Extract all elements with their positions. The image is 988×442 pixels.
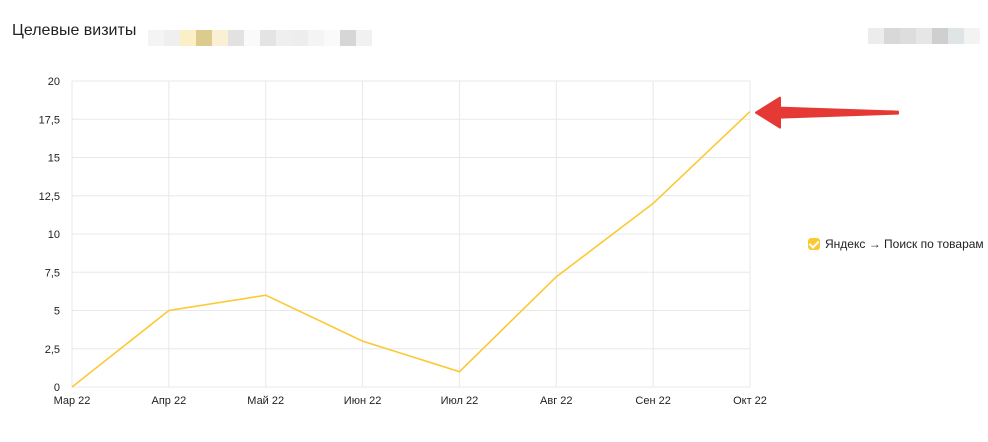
redacted-block <box>148 30 372 46</box>
red-arrow-annotation <box>755 96 899 129</box>
x-tick-label: Май 22 <box>247 395 284 407</box>
y-tick-label: 2,5 <box>45 344 60 356</box>
x-tick-label: Сен 22 <box>635 395 670 407</box>
y-tick-label: 5 <box>54 306 60 318</box>
y-tick-label: 17,5 <box>39 114 60 126</box>
legend-label: Яндекс → Поиск по товарам <box>825 237 984 251</box>
page-title: Целевые визиты <box>12 22 137 39</box>
y-tick-label: 15 <box>48 153 60 165</box>
y-tick-label: 10 <box>48 229 60 241</box>
x-tick-label: Апр 22 <box>152 395 187 407</box>
x-tick-label: Июл 22 <box>441 395 479 407</box>
x-tick-label: Авг 22 <box>540 395 572 407</box>
y-tick-label: 12,5 <box>39 191 60 203</box>
legend-item[interactable]: Яндекс → Поиск по товарам <box>808 237 984 251</box>
x-tick-label: Окт 22 <box>733 395 767 407</box>
x-tick-label: Июн 22 <box>344 395 382 407</box>
y-tick-label: 0 <box>54 382 60 394</box>
series-line <box>71 111 751 388</box>
y-tick-label: 20 <box>48 76 60 88</box>
x-tick-label: Мар 22 <box>54 395 91 407</box>
redacted-block-right <box>868 28 980 44</box>
legend-checkbox[interactable] <box>808 238 820 250</box>
y-tick-label: 7,5 <box>45 267 60 279</box>
